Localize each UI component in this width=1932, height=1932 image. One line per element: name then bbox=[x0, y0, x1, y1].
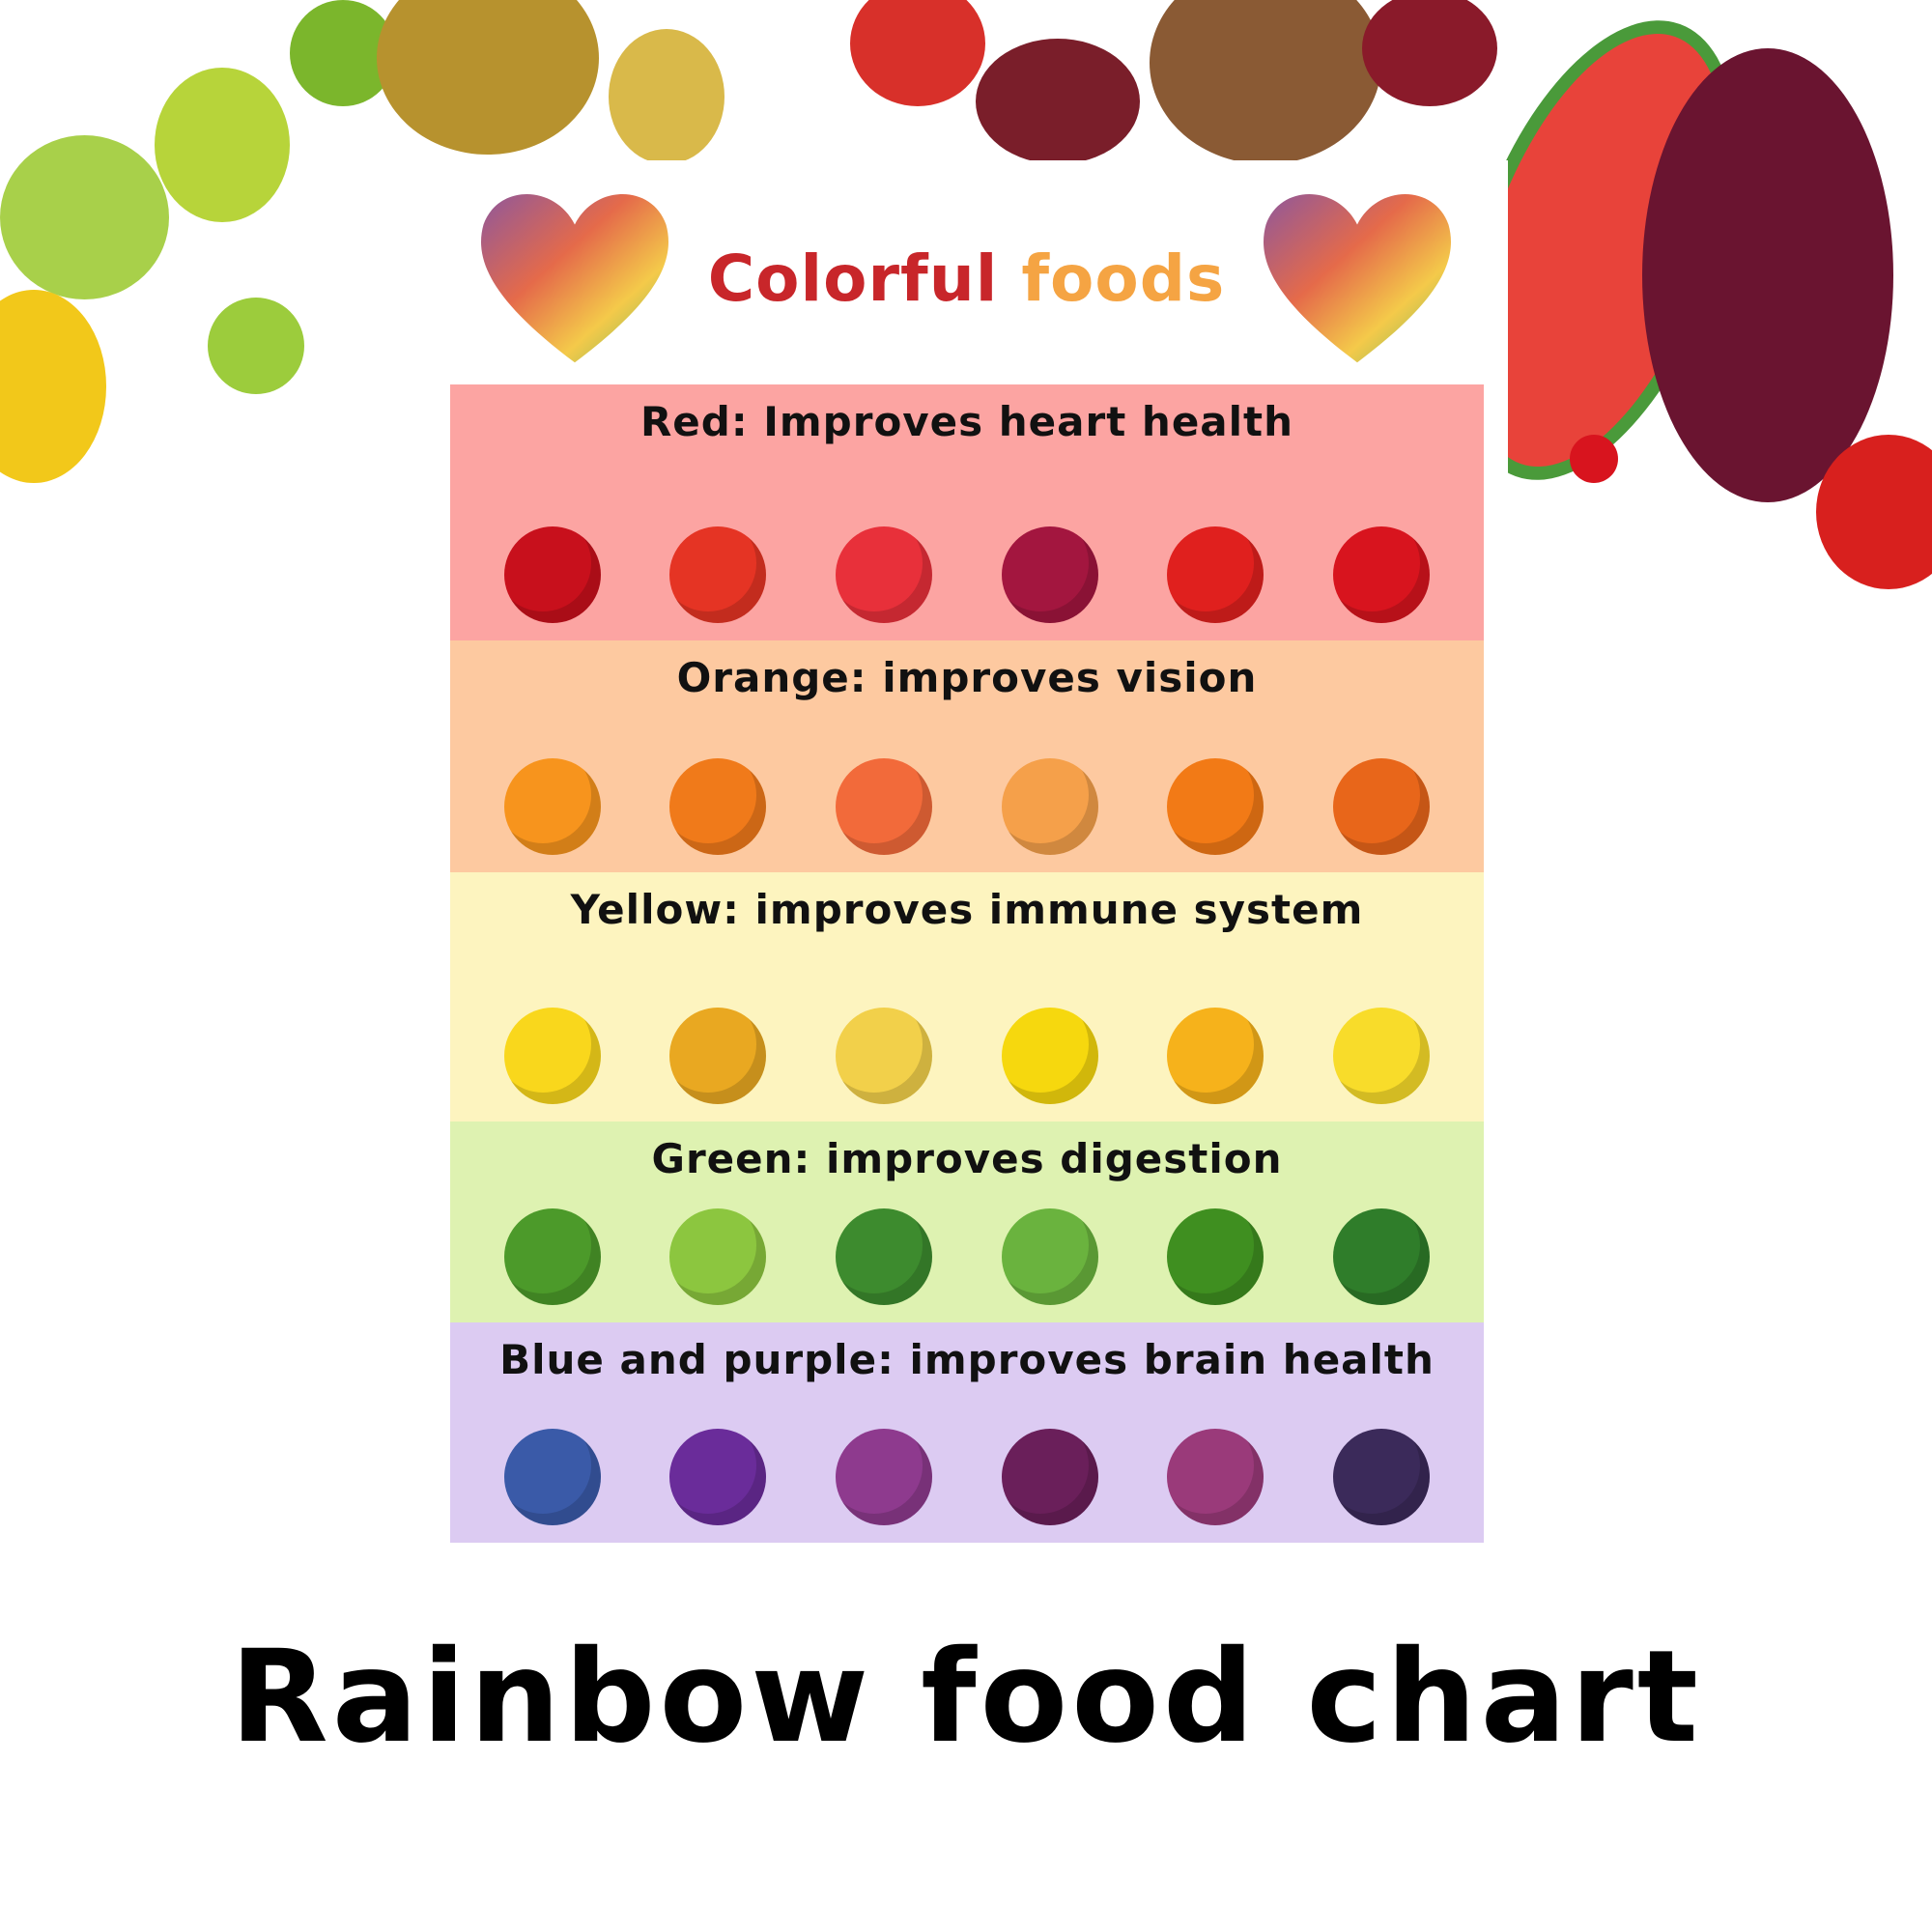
band-label: Yellow: improves immune system bbox=[570, 886, 1364, 933]
band-label: Orange: improves vision bbox=[676, 654, 1258, 701]
mango-icon bbox=[1167, 1008, 1264, 1104]
band-items bbox=[469, 708, 1464, 855]
red-cabbage-icon bbox=[836, 1429, 933, 1525]
grapes-icon bbox=[669, 1429, 767, 1525]
grapes-icon bbox=[976, 39, 1140, 164]
band-red: Red: Improves heart health bbox=[450, 384, 1484, 640]
band-blue-purple: Blue and purple: improves brain health bbox=[450, 1322, 1484, 1543]
celery-icon bbox=[669, 1208, 767, 1305]
apple-icon bbox=[1167, 526, 1264, 623]
poster-title: Colorful foods bbox=[425, 242, 1508, 316]
peas-icon bbox=[1001, 1208, 1098, 1305]
orange-pepper-icon bbox=[1167, 758, 1264, 855]
carrot-icon bbox=[1333, 758, 1431, 855]
peach-icon bbox=[836, 758, 933, 855]
spinach-icon bbox=[1333, 1208, 1431, 1305]
strawberry-icon bbox=[1570, 435, 1618, 483]
turnip-icon bbox=[836, 1008, 933, 1104]
papaya-icon bbox=[669, 758, 767, 855]
title-word-colorful: Colorful bbox=[707, 242, 999, 316]
band-yellow: Yellow: improves immune system bbox=[450, 872, 1484, 1122]
band-label: Red: Improves heart health bbox=[639, 398, 1294, 445]
banana-icon bbox=[1333, 1008, 1431, 1104]
vegetable-heart-icon bbox=[481, 193, 668, 363]
apple-icon bbox=[850, 0, 985, 106]
small-green-apple-icon bbox=[208, 298, 304, 394]
poster-header: Colorful foods bbox=[425, 160, 1508, 384]
tomato-icon bbox=[669, 526, 767, 623]
banana-icon bbox=[0, 290, 106, 483]
plum-icon bbox=[1001, 1429, 1098, 1525]
band-items bbox=[469, 1390, 1464, 1525]
poster: Colorful foods Red: Improves heart health… bbox=[425, 160, 1508, 1551]
kale-icon bbox=[836, 1208, 933, 1305]
pineapple-icon bbox=[669, 1008, 767, 1104]
green-apple-icon bbox=[0, 135, 169, 299]
cantaloupe-icon bbox=[1001, 758, 1098, 855]
beet-icon bbox=[1001, 526, 1098, 623]
band-label: Blue and purple: improves brain health bbox=[499, 1336, 1435, 1383]
pineapple-icon bbox=[377, 0, 599, 155]
purple-sweet-potato-icon bbox=[1167, 1429, 1264, 1525]
red-apple-icon bbox=[1816, 435, 1932, 589]
plum-icon bbox=[1362, 0, 1497, 106]
band-orange: Orange: improves vision bbox=[450, 640, 1484, 872]
red-grapes-icon bbox=[1642, 48, 1893, 502]
vegetable-heart-icon bbox=[1264, 193, 1451, 363]
cucumber-icon bbox=[503, 1208, 601, 1305]
watermelon-icon bbox=[836, 526, 933, 623]
band-items bbox=[469, 1189, 1464, 1305]
band-green: Green: improves digestion bbox=[450, 1122, 1484, 1322]
cherry-icon bbox=[503, 526, 601, 623]
lemon-icon bbox=[503, 1008, 601, 1104]
band-items bbox=[469, 940, 1464, 1104]
strawberry-icon bbox=[1333, 526, 1431, 623]
title-word-foods: foods bbox=[1021, 242, 1226, 316]
orange-icon bbox=[503, 758, 601, 855]
yellow-pepper-icon bbox=[1001, 1008, 1098, 1104]
green-pepper-icon bbox=[1167, 1208, 1264, 1305]
coconut-icon bbox=[1150, 0, 1381, 164]
band-label: Green: improves digestion bbox=[651, 1135, 1283, 1182]
blackberry-icon bbox=[1333, 1429, 1431, 1525]
main-title: Rainbow food chart bbox=[230, 1623, 1702, 1772]
blueberry-icon bbox=[503, 1429, 601, 1525]
starfruit-icon bbox=[155, 68, 290, 222]
pear-icon bbox=[609, 29, 724, 164]
band-items bbox=[469, 452, 1464, 623]
